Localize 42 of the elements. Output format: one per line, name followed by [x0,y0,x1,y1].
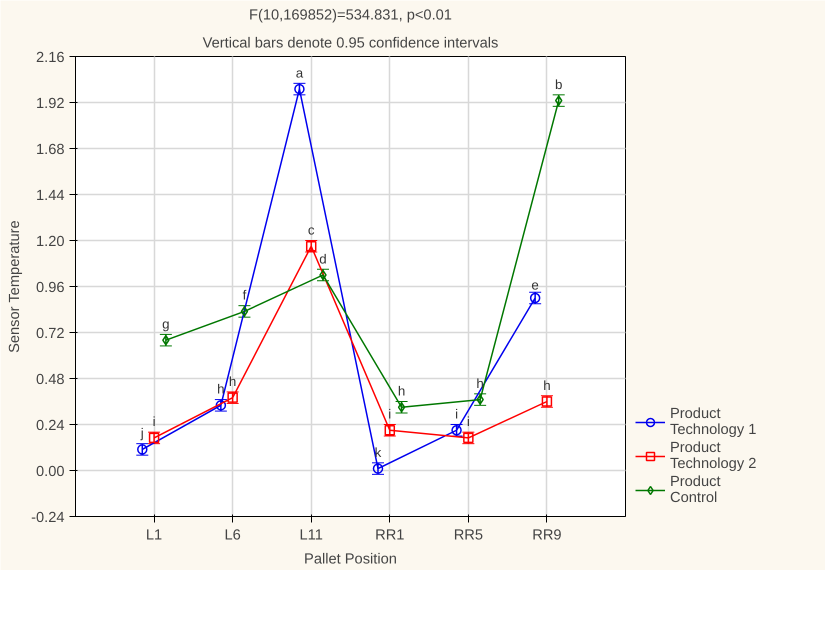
annotation: j [140,426,144,441]
x-tick-label: RR9 [532,528,562,544]
x-tick-label: L6 [224,528,241,544]
x-tick-label: RR5 [454,528,484,544]
y-tick-label: 0.96 [36,280,65,296]
annotation: g [162,316,170,332]
annotation: a [296,65,304,80]
legend-label: Product Technology 2 [670,440,756,472]
annotation: i [152,414,156,430]
annotation: i [466,414,470,430]
annotation: d [319,251,327,266]
legend-label: Product Control [670,474,721,506]
annotation: e [531,277,539,292]
annotation: h [228,374,236,389]
chart-title: F(10,169852)=534.831, p<0.01 [249,8,452,24]
chart-subtitle: Vertical bars denote 0.95 confidence intervals [202,36,498,52]
x-tick-label: L1 [146,528,162,544]
y-tick-label: 0.24 [36,418,65,434]
y-tick-label: 1.92 [36,96,65,112]
y-tick-label: 1.68 [36,142,65,158]
annotation: b [555,76,562,92]
annotation: i [455,406,458,422]
y-tick-label: 1.20 [36,234,65,250]
y-tick-label: 0.72 [36,326,65,342]
annotation: h [398,384,406,398]
annotation: c [308,222,315,238]
y-tick-label: 1.44 [36,188,65,204]
y-tick-label: 0.00 [36,464,65,480]
annotation: k [374,444,382,460]
y-tick-label: 0.48 [36,372,65,388]
y-tick-label: -0.24 [31,510,64,526]
annotation: h [476,376,484,391]
x-tick-label: RR1 [375,528,404,544]
annotation: i [388,406,392,422]
x-tick-label: L11 [300,528,323,544]
legend-label: Product Technology 1 [670,406,756,438]
annotation: h [543,378,551,393]
x-axis-title: Pallet Position [304,552,397,568]
y-tick-label: 2.16 [36,50,65,66]
annotation: h [217,382,225,397]
annotation: f [242,288,247,303]
y-axis-title: Sensor Temperature [7,220,24,353]
